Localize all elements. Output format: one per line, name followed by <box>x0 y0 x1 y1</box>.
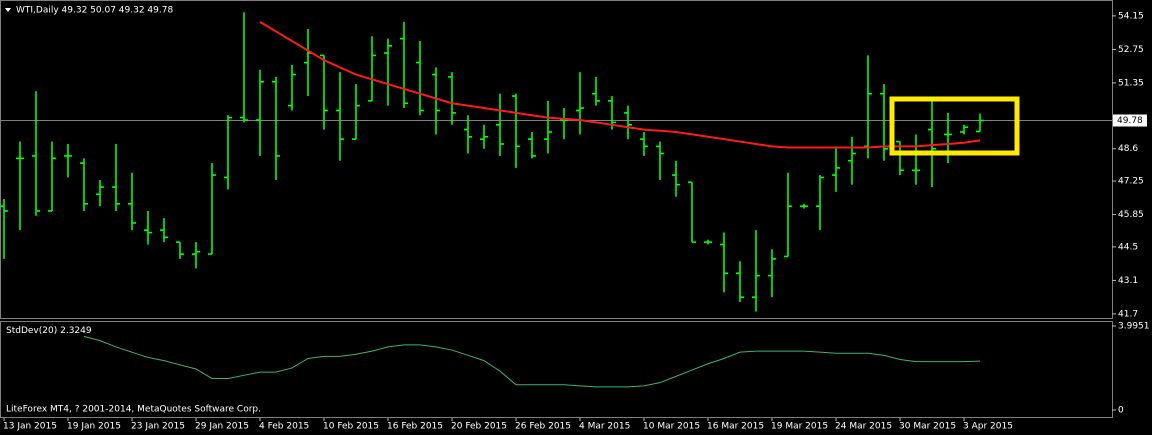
main-plot <box>0 12 1112 312</box>
x-tick-label: 19 Mar 2015 <box>771 422 828 432</box>
y-tick-label: 52.75 <box>1118 45 1144 55</box>
chart-title: WTI,Daily 49.32 50.07 49.32 49.78 <box>16 6 173 16</box>
sub-plot <box>83 335 981 388</box>
y-tick-label: 54.15 <box>1118 11 1144 21</box>
indicator-label: StdDev(20) 2.3249 <box>6 326 92 336</box>
x-tick-label: 4 Feb 2015 <box>259 422 309 432</box>
line <box>259 21 981 149</box>
x-tick-label: 4 Mar 2015 <box>579 422 630 432</box>
x-tick-label: 24 Mar 2015 <box>835 422 892 432</box>
y-tick-label: 47.25 <box>1118 177 1144 187</box>
line <box>83 335 981 388</box>
x-tick-label: 13 Jan 2015 <box>3 422 57 432</box>
current-price-label: 49.78 <box>1117 116 1143 126</box>
x-tick-label: 16 Feb 2015 <box>387 422 443 432</box>
indicator-value: 2.3249 <box>60 326 92 336</box>
indicator-name: StdDev(20) <box>6 326 57 336</box>
highlight-box <box>889 96 1020 156</box>
y-tick-label: 0 <box>1118 406 1124 416</box>
x-tick-label: 16 Mar 2015 <box>707 422 764 432</box>
y-tick-label: 44.5 <box>1118 242 1138 252</box>
x-tick-label: 26 Feb 2015 <box>515 422 571 432</box>
x-tick-label: 23 Jan 2015 <box>131 422 185 432</box>
menu-arrow <box>5 8 11 12</box>
y-tick-label: 51.35 <box>1118 78 1144 88</box>
x-tick-label: 19 Jan 2015 <box>67 422 121 432</box>
y-tick-label: 43.1 <box>1118 276 1138 286</box>
x-tick-label: 30 Mar 2015 <box>899 422 956 432</box>
current-price-box <box>1113 114 1147 127</box>
y-tick-label: 45.85 <box>1118 210 1144 220</box>
x-tick-label: 29 Jan 2015 <box>195 422 249 432</box>
x-tick-label: 20 Feb 2015 <box>451 422 507 432</box>
sub-panel-border <box>0 321 1113 418</box>
x-tick-label: 10 Mar 2015 <box>643 422 700 432</box>
y-tick-label: 3.9951 <box>1118 321 1150 331</box>
footer: LiteForex MT4, ? 2001-2014, MetaQuotes S… <box>6 405 261 415</box>
x-tick-label: 10 Feb 2015 <box>323 422 379 432</box>
main-panel-border <box>0 0 1113 319</box>
y-tick-label: 48.6 <box>1118 144 1138 154</box>
x-tick-label: 3 Apr 2015 <box>963 422 1013 432</box>
y-tick-label: 41.7 <box>1118 309 1138 319</box>
